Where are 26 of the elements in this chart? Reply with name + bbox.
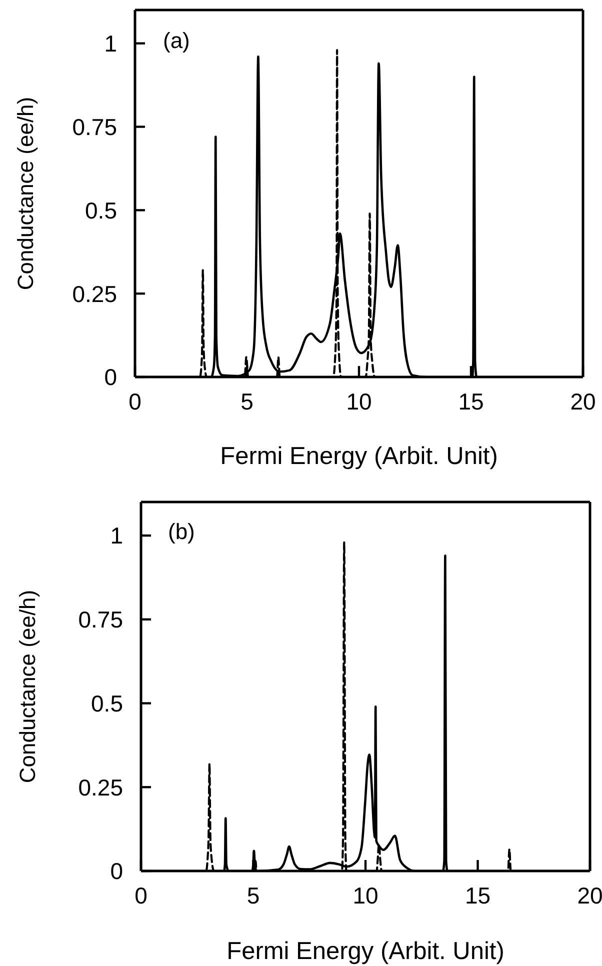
y-axis-title: Conductance (ee/h) <box>14 590 40 784</box>
y-tick-label: 0.25 <box>72 280 117 307</box>
y-tick-label: 0.5 <box>85 197 117 224</box>
x-tick-label: 0 <box>128 388 142 414</box>
x-tick-label: 15 <box>464 882 491 908</box>
y-tick-label: 0.75 <box>78 606 123 633</box>
y-tick-label: 0.5 <box>91 690 123 716</box>
annotation: (b) <box>168 519 195 544</box>
x-tick-label: 10 <box>346 388 372 414</box>
x-tick-label: 20 <box>577 882 602 908</box>
x-axis-title: Fermi Energy (Arbit. Unit) <box>220 442 498 470</box>
y-tick-label: 0.75 <box>72 114 117 140</box>
y-tick-label: 1 <box>110 522 123 549</box>
x-axis-title: Fermi Energy (Arbit. Unit) <box>226 938 504 964</box>
y-tick-label: 0 <box>110 858 123 884</box>
y-axis-title: Conductance (ee/h) <box>12 96 38 290</box>
x-tick-label: 15 <box>458 388 484 414</box>
y-tick-label: 0.25 <box>78 774 123 800</box>
y-tick-label: 1 <box>104 30 117 57</box>
x-tick-label: 20 <box>570 388 596 414</box>
x-tick-label: 5 <box>240 388 254 414</box>
x-tick-label: 0 <box>134 882 148 908</box>
y-tick-label: 0 <box>104 364 117 390</box>
x-tick-label: 10 <box>352 882 378 908</box>
x-tick-label: 5 <box>246 882 260 908</box>
annotation: (a) <box>163 28 190 53</box>
